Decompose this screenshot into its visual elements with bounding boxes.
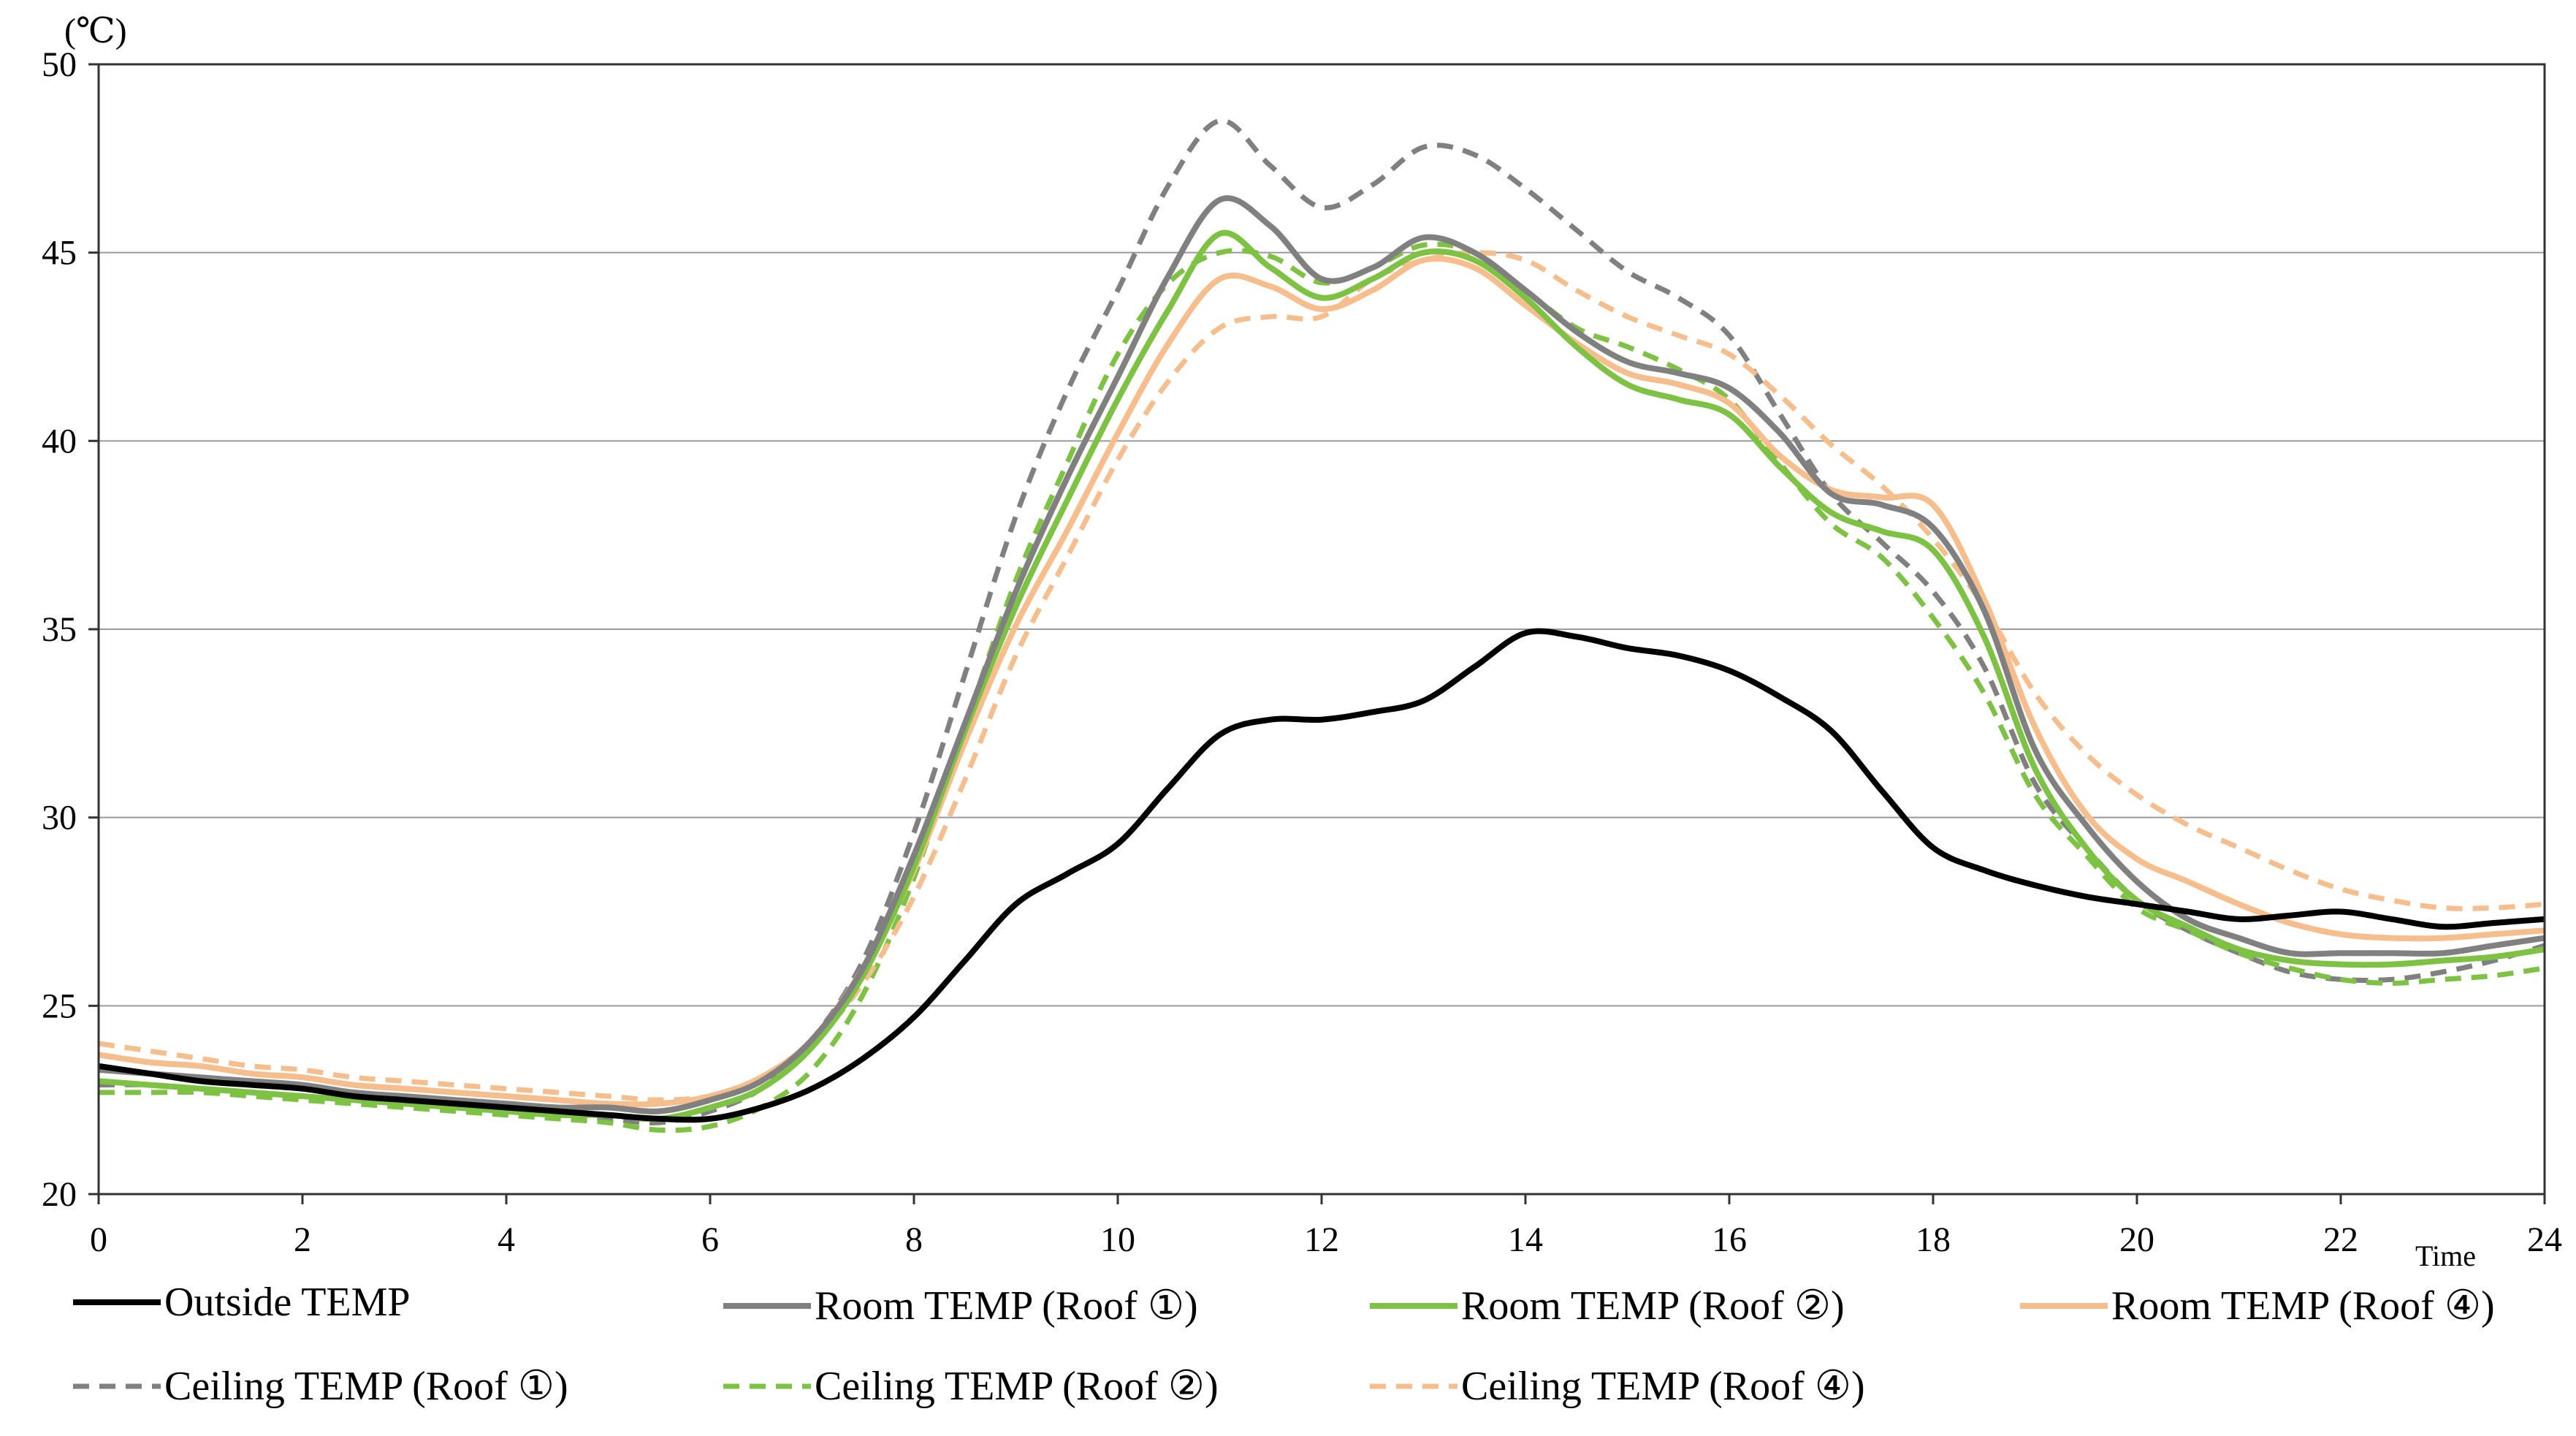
y-tick-label: 40: [42, 422, 77, 460]
series-line-3: [98, 256, 2545, 1108]
x-tick-label: 16: [1712, 1220, 1747, 1259]
series-line-5: [98, 241, 2545, 1133]
legend: Outside TEMP Room TEMP (Roof ①) Room TEMP …: [73, 1280, 2495, 1409]
x-tick-label: 0: [90, 1220, 107, 1259]
legend-label: Ceiling TEMP (Roof ④): [1461, 1364, 1865, 1409]
y-tick-label: 30: [42, 799, 77, 837]
x-tick-label: 18: [1916, 1220, 1951, 1259]
x-tick-label: 6: [701, 1220, 719, 1259]
x-axis: 0 2 4 6 8 10 12 14 16 18 20 22 24: [90, 1194, 2562, 1259]
x-tick-label: 2: [294, 1220, 311, 1259]
y-tick-label: 20: [42, 1175, 77, 1214]
x-axis-label: Time: [2415, 1239, 2476, 1272]
legend-label: Room TEMP (Roof ②): [1461, 1283, 1845, 1329]
y-tick-label: 50: [42, 45, 77, 84]
x-tick-label: 4: [498, 1220, 515, 1259]
y-axis: 20 25 30 35 40 45 50: [42, 45, 99, 1214]
gridlines: [99, 251, 2545, 1007]
series-layer: [98, 118, 2545, 1133]
legend-label: Ceiling TEMP (Roof ②): [815, 1364, 1219, 1409]
y-tick-label: 25: [42, 987, 77, 1025]
x-tick-label: 20: [2119, 1220, 2154, 1259]
x-tick-label: 24: [2527, 1220, 2562, 1259]
y-tick-label: 35: [42, 610, 77, 649]
x-tick-label: 12: [1304, 1220, 1339, 1259]
series-line-2: [98, 229, 2545, 1122]
series-line-1: [98, 195, 2545, 1114]
x-tick-label: 10: [1100, 1220, 1135, 1259]
y-axis-unit-label: (℃): [64, 12, 127, 50]
series-line-0: [98, 628, 2545, 1123]
legend-label: Ceiling TEMP (Roof ①): [164, 1364, 568, 1409]
y-tick-label: 45: [42, 234, 77, 273]
x-tick-label: 22: [2323, 1220, 2358, 1259]
legend-label: Room TEMP (Roof ①): [815, 1283, 1198, 1329]
x-tick-label: 8: [905, 1220, 923, 1259]
x-tick-label: 14: [1508, 1220, 1543, 1259]
legend-label: Room TEMP (Roof ④): [2111, 1283, 2495, 1329]
series-line-6: [98, 250, 2545, 1103]
legend-label: Outside TEMP: [164, 1280, 411, 1325]
